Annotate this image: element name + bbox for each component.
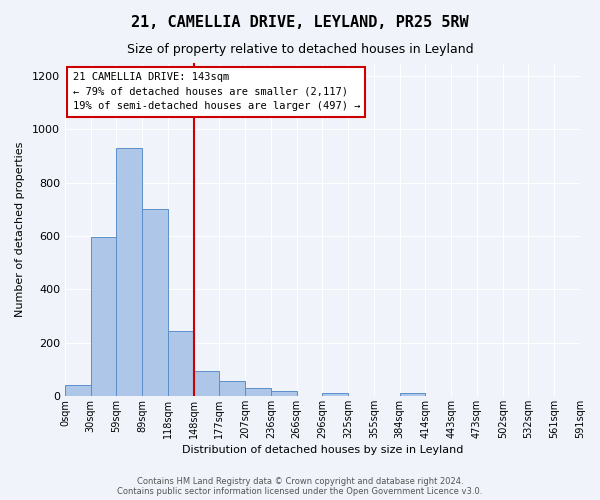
Bar (65, 385, 91, 396)
Bar (91, 237, 116, 396)
Text: Contains HM Land Registry data © Crown copyright and database right 2024.: Contains HM Land Registry data © Crown c… (137, 477, 463, 486)
Bar (271, 391, 297, 396)
Bar (220, 381, 245, 396)
X-axis label: Distribution of detached houses by size in Leyland: Distribution of detached houses by size … (182, 445, 463, 455)
Text: 21 CAMELLIA DRIVE: 143sqm
← 79% of detached houses are smaller (2,117)
19% of se: 21 CAMELLIA DRIVE: 143sqm ← 79% of detac… (73, 72, 360, 112)
Y-axis label: Number of detached properties: Number of detached properties (15, 142, 25, 317)
Text: Size of property relative to detached houses in Leyland: Size of property relative to detached ho… (127, 42, 473, 56)
Bar (194, 370, 220, 396)
Bar (245, 388, 271, 396)
Bar (142, 209, 168, 396)
Bar (322, 393, 348, 396)
Bar (168, 330, 194, 396)
Text: 21, CAMELLIA DRIVE, LEYLAND, PR25 5RW: 21, CAMELLIA DRIVE, LEYLAND, PR25 5RW (131, 15, 469, 30)
Bar (116, 148, 142, 396)
Bar (400, 393, 425, 396)
Text: Contains public sector information licensed under the Open Government Licence v3: Contains public sector information licen… (118, 487, 482, 496)
